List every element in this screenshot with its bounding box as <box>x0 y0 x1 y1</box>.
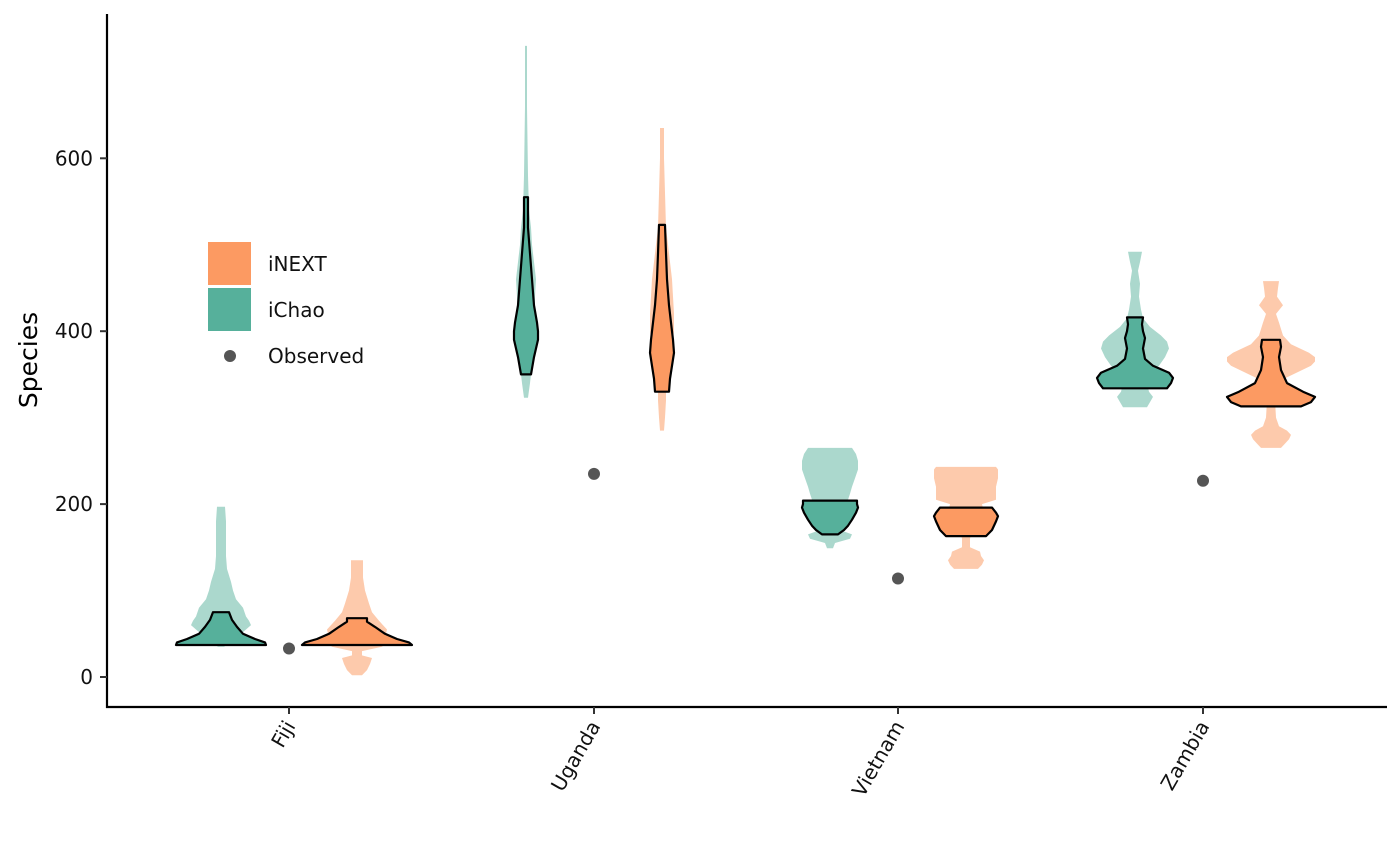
legend-label-observed: Observed <box>268 344 364 368</box>
legend-label-ichao: iChao <box>268 298 325 322</box>
x-ticks: Fiji Uganda Vietnam Zambia <box>266 707 1214 801</box>
legend-swatch-inext <box>208 242 251 285</box>
x-tick-label-zambia: Zambia <box>1156 717 1215 795</box>
violin-inner-ichao-uganda <box>512 196 540 376</box>
y-tick-label: 400 <box>55 319 93 343</box>
violin-inner-inext-vietnam <box>932 506 1000 538</box>
y-ticks: 0 200 400 600 <box>55 146 107 689</box>
axes <box>105 14 1387 709</box>
observed-point-vietnam <box>892 572 904 585</box>
legend-swatch-ichao <box>208 288 251 331</box>
x-tick-label-uganda: Uganda <box>546 717 605 796</box>
x-tick-label-fiji: Fiji <box>266 717 300 752</box>
violin-outer-ichao-vietnam <box>802 447 858 549</box>
legend-label-inext: iNEXT <box>268 252 328 276</box>
y-tick-label: 600 <box>55 146 93 170</box>
plot-area <box>174 45 1317 676</box>
violin-inner-ichao-vietnam <box>800 499 860 536</box>
observed-point-zambia <box>1197 474 1209 487</box>
violin-inner-inext-zambia <box>1225 338 1317 408</box>
y-tick-label: 0 <box>80 665 93 689</box>
violin-inner-inext-fiji <box>300 617 414 647</box>
y-tick-label: 200 <box>55 492 93 516</box>
observed-point-fiji <box>283 642 295 655</box>
violin-inner-inext-uganda <box>648 223 676 393</box>
violin-inner-ichao-fiji <box>174 611 268 647</box>
legend-point-observed <box>224 350 236 362</box>
y-axis-title: Species <box>14 312 43 408</box>
violin-inner-ichao-zambia <box>1095 316 1175 390</box>
x-tick-label-vietnam: Vietnam <box>847 717 909 801</box>
legend: iNEXT iChao Observed <box>208 242 364 368</box>
violin-outer-ichao-fiji <box>191 506 251 647</box>
observed-point-uganda <box>588 467 600 480</box>
